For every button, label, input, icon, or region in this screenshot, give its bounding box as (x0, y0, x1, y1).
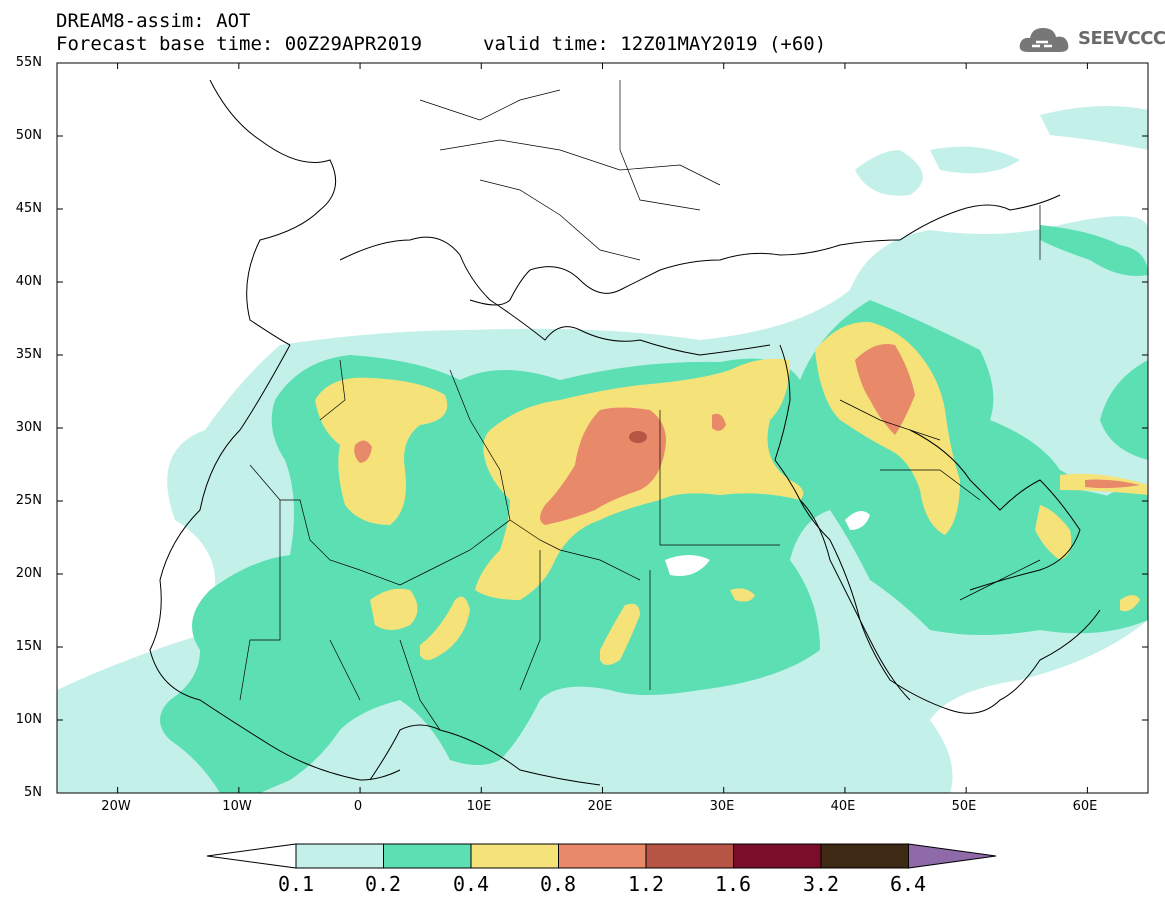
cloud-icon (1019, 28, 1069, 52)
lat-label: 10N (15, 712, 42, 727)
lat-label: 5N (24, 785, 42, 800)
lon-label: 10E (466, 799, 492, 814)
axis-ticks (57, 62, 1148, 794)
lon-label: 40E (830, 799, 856, 814)
aot-map (56, 62, 1149, 794)
lat-label: 45N (15, 201, 42, 216)
lat-label: 15N (15, 639, 42, 654)
title-line-1: DREAM8-assim: AOT (56, 10, 251, 32)
lon-label: 60E (1072, 799, 1098, 814)
colorbar-label: 6.4 (889, 872, 927, 896)
coastlines (57, 63, 1148, 786)
lon-label: 0 (353, 799, 363, 814)
lat-label: 25N (15, 493, 42, 508)
clear-areas (665, 511, 870, 576)
seevccc-logo: SEEVCCC (1018, 22, 1165, 56)
colorbar-label: 0.8 (539, 872, 577, 896)
colorbar-label: 0.1 (277, 872, 315, 896)
colorbar-label: 0.4 (452, 872, 490, 896)
lon-label: 50E (951, 799, 977, 814)
aot-contour-12 (629, 431, 647, 443)
lat-label: 55N (15, 55, 42, 70)
forecast-base-time: Forecast base time: 00Z29APR2019 (56, 33, 423, 55)
colorbar-label: 1.2 (627, 872, 665, 896)
country-borders (239, 80, 1041, 731)
colorbar-label: 3.2 (802, 872, 840, 896)
colorbar-label: 0.2 (364, 872, 402, 896)
colorbar-label: 1.6 (714, 872, 752, 896)
logo-text: SEEVCCC (1078, 28, 1165, 49)
lat-label: 40N (15, 274, 42, 289)
valid-time: valid time: 12Z01MAY2019 (+60) (483, 33, 827, 55)
lon-label: 10W (222, 799, 252, 814)
lat-label: 50N (15, 128, 42, 143)
lat-label: 20N (15, 566, 42, 581)
lon-label: 20E (587, 799, 613, 814)
lat-label: 35N (15, 347, 42, 362)
lat-label: 30N (15, 420, 42, 435)
lon-label: 20W (101, 799, 131, 814)
lon-label: 30E (709, 799, 735, 814)
